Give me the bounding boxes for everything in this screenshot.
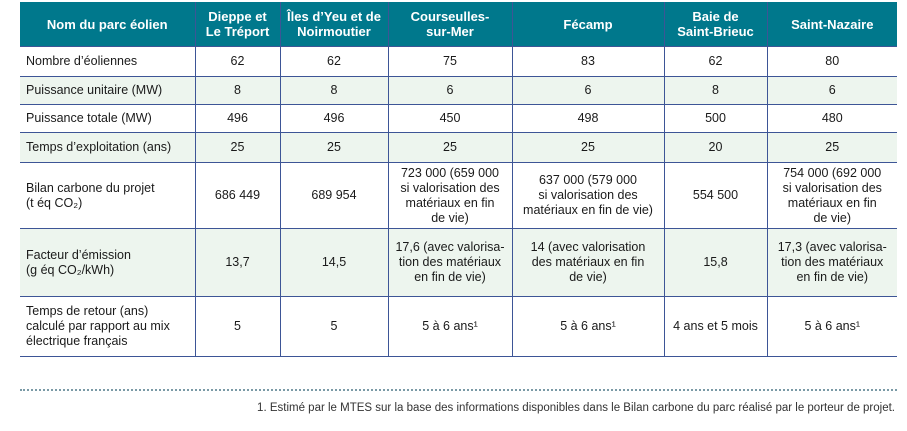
table-cell: 754 000 (692 000 si valorisation des mat… xyxy=(766,162,897,229)
table-cell: 80 xyxy=(766,46,897,77)
table-cell: 496 xyxy=(279,104,389,133)
column-header: Dieppe et Le Tréport xyxy=(194,2,281,47)
table-cell: 25 xyxy=(387,132,513,163)
table-cell: 25 xyxy=(511,132,665,163)
table-row: Nombre d’éoliennes 62 62 75 83 62 80 xyxy=(20,46,897,77)
row-label: Puissance totale (MW) xyxy=(20,104,196,133)
row-label: Temps de retour (ans) calculé par rappor… xyxy=(20,296,196,357)
column-header: Courseulles- sur-Mer xyxy=(387,2,513,47)
table-cell: 723 000 (659 000 si valorisation des mat… xyxy=(387,162,513,229)
table-cell: 5 à 6 ans¹ xyxy=(387,296,513,357)
table-row: Bilan carbone du projet (t éq CO₂) 686 44… xyxy=(20,162,897,229)
row-label: Bilan carbone du projet (t éq CO₂) xyxy=(20,162,196,229)
table-cell: 25 xyxy=(279,132,389,163)
table-cell: 686 449 xyxy=(194,162,281,229)
row-label: Nombre d’éoliennes xyxy=(20,46,196,77)
column-header: Fécamp xyxy=(511,2,665,47)
table-cell: 62 xyxy=(194,46,281,77)
table-cell: 14,5 xyxy=(279,228,389,297)
row-label: Facteur d’émission (g éq CO₂/kWh) xyxy=(20,228,196,297)
table-cell: 25 xyxy=(194,132,281,163)
table-cell: 4 ans et 5 mois xyxy=(663,296,768,357)
table-cell: 8 xyxy=(279,76,389,105)
table-cell: 14 (avec valorisation des matériaux en f… xyxy=(511,228,665,297)
table-cell: 450 xyxy=(387,104,513,133)
footnote: 1. Estimé par le MTES sur la base des in… xyxy=(257,402,895,414)
wind-farm-table: Nom du parc éolien Dieppe et Le Tréport Îl… xyxy=(20,2,897,357)
table-cell: 5 xyxy=(194,296,281,357)
table-row: Facteur d’émission (g éq CO₂/kWh) 13,7 14,… xyxy=(20,228,897,297)
table-cell: 75 xyxy=(387,46,513,77)
table-cell: 6 xyxy=(511,76,665,105)
header-row: Nom du parc éolien Dieppe et Le Tréport Îl… xyxy=(20,2,897,47)
column-header: Nom du parc éolien xyxy=(20,2,196,47)
column-header: Îles d’Yeu et de Noirmoutier xyxy=(279,2,389,47)
table-cell: 496 xyxy=(194,104,281,133)
table-cell: 25 xyxy=(766,132,897,163)
row-label: Temps d’exploitation (ans) xyxy=(20,132,196,163)
table-row: Temps d’exploitation (ans) 25 25 25 25 20 25 xyxy=(20,132,897,163)
table-row: Puissance totale (MW) 496 496 450 498 500 480 xyxy=(20,104,897,133)
table-cell: 554 500 xyxy=(663,162,768,229)
table-cell: 83 xyxy=(511,46,665,77)
table-cell: 8 xyxy=(663,76,768,105)
table-cell: 17,6 (avec valorisa- tion des matériaux … xyxy=(387,228,513,297)
table-cell: 8 xyxy=(194,76,281,105)
dotted-divider xyxy=(20,389,897,391)
table-cell: 15,8 xyxy=(663,228,768,297)
table-cell: 5 à 6 ans¹ xyxy=(766,296,897,357)
table-cell: 13,7 xyxy=(194,228,281,297)
table-cell: 689 954 xyxy=(279,162,389,229)
column-header: Saint-Nazaire xyxy=(766,2,897,47)
table-cell: 5 xyxy=(279,296,389,357)
table-cell: 62 xyxy=(279,46,389,77)
table-cell: 498 xyxy=(511,104,665,133)
table-cell: 5 à 6 ans¹ xyxy=(511,296,665,357)
table-cell: 6 xyxy=(766,76,897,105)
table-cell: 62 xyxy=(663,46,768,77)
table-cell: 20 xyxy=(663,132,768,163)
table-cell: 17,3 (avec valorisa- tion des matériaux … xyxy=(766,228,897,297)
table-cell: 6 xyxy=(387,76,513,105)
column-header: Baie de Saint-Brieuc xyxy=(663,2,768,47)
table-row: Temps de retour (ans) calculé par rappor… xyxy=(20,296,897,357)
table-cell: 637 000 (579 000 si valorisation des mat… xyxy=(511,162,665,229)
row-label: Puissance unitaire (MW) xyxy=(20,76,196,105)
table-cell: 480 xyxy=(766,104,897,133)
table-cell: 500 xyxy=(663,104,768,133)
table-row: Puissance unitaire (MW) 8 8 6 6 8 6 xyxy=(20,76,897,105)
